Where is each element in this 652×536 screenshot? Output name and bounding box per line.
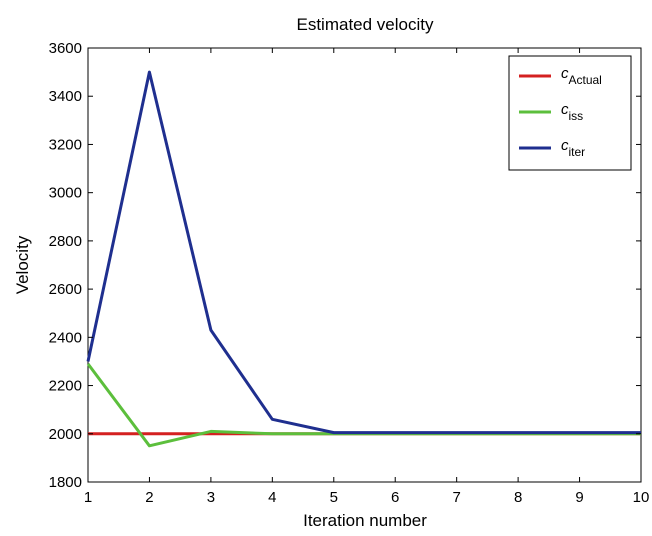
axis-layer: 1 2 3 4 5 6 7 8 9 10 1800 2000 2200 2400 2600 2800 3000 3… (49, 40, 650, 506)
x-tick-label: 2 (145, 489, 153, 506)
y-axis-title: Velocity (13, 235, 32, 294)
x-tick-label: 7 (452, 489, 460, 506)
y-tick-label: 2600 (49, 281, 82, 298)
legend-label-main: c (561, 101, 569, 118)
y-tick-label: 3200 (49, 136, 82, 153)
x-tick-label: 4 (268, 489, 276, 506)
x-tick-label: 8 (514, 489, 522, 506)
legend-label-sub: iss (569, 109, 584, 123)
y-tick-label: 2000 (49, 426, 82, 443)
x-axis-title: Iteration number (303, 511, 427, 530)
y-tick-label: 2800 (49, 233, 82, 250)
x-tick-label: 3 (207, 489, 215, 506)
y-tick-label: 2400 (49, 329, 82, 346)
legend-label-main: c (561, 137, 569, 154)
y-tick-label: 2200 (49, 378, 82, 395)
series-line-iter (86, 70, 641, 435)
x-tick-label: 5 (330, 489, 338, 506)
legend-label-main: c (561, 65, 569, 82)
x-tick-label: 10 (633, 489, 650, 506)
legend-label-sub: Actual (569, 73, 602, 87)
chart-title: Estimated velocity (297, 15, 434, 34)
y-tick-label: 1800 (49, 474, 82, 491)
x-tick-label: 1 (84, 489, 92, 506)
plot-area (87, 47, 642, 483)
x-tick-label: 6 (391, 489, 399, 506)
y-tick-label: 3600 (49, 40, 82, 57)
series-layer (86, 70, 641, 448)
y-tick-label: 3000 (49, 185, 82, 202)
y-tick-label: 3400 (49, 88, 82, 105)
legend-label: citer (561, 137, 585, 159)
legend-label-sub: iter (569, 145, 586, 159)
legend-label: ciss (561, 101, 583, 123)
legend-label: cActual (561, 65, 602, 87)
x-tick-label: 9 (575, 489, 583, 506)
